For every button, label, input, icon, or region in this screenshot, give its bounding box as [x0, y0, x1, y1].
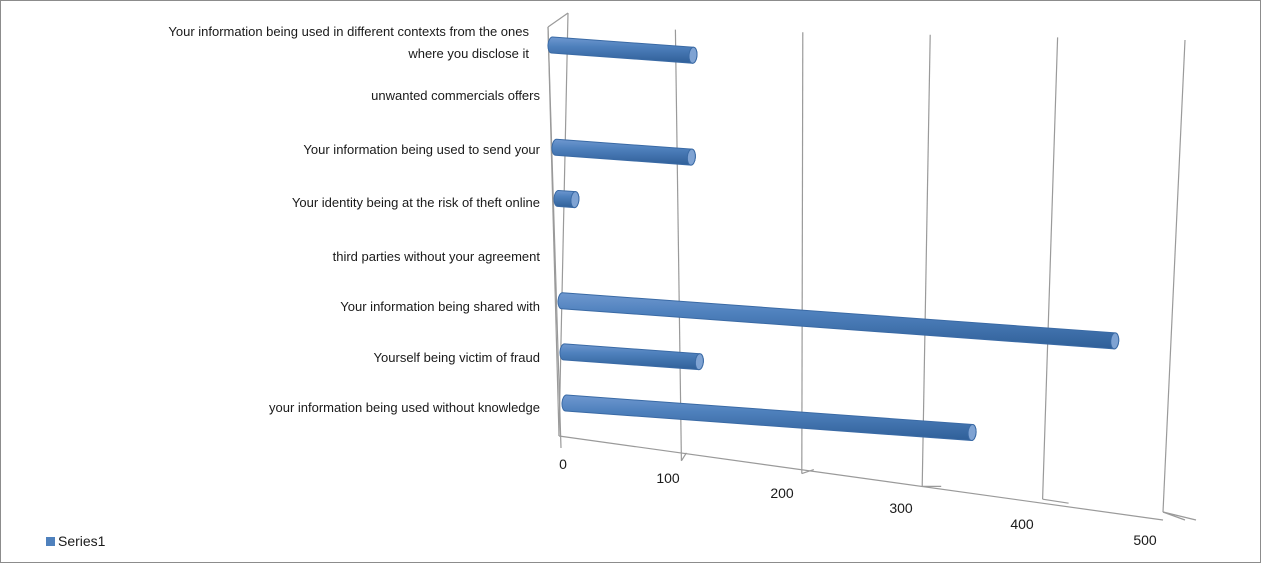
x-tick-label: 200 — [770, 485, 794, 501]
gridline — [674, 29, 682, 461]
floor-depth-line — [1162, 511, 1197, 521]
category-label: third parties without your agreement — [333, 249, 541, 264]
floor-depth-line — [801, 469, 814, 475]
x-tick-label: 500 — [1133, 532, 1157, 548]
x-tick-label: 400 — [1010, 516, 1034, 532]
x-tick-label: 100 — [656, 470, 680, 486]
bar — [561, 394, 977, 442]
bar-body — [551, 138, 696, 166]
legend: Series1 — [46, 533, 105, 549]
legend-label: Series1 — [58, 533, 106, 549]
category-label: Your information being shared with — [340, 299, 540, 314]
wall-top-corner — [547, 12, 569, 28]
bar-body — [547, 36, 698, 64]
category-labels: your information being used without know… — [168, 24, 540, 415]
category-label: Your identity being at the risk of theft… — [292, 195, 540, 210]
wall-left-edge — [547, 26, 560, 437]
x-tick-label: 0 — [559, 456, 567, 472]
bar-body — [561, 394, 977, 441]
bar-cap — [570, 191, 580, 209]
floor-depth-line — [1042, 498, 1069, 504]
category-label: Yourself being victim of fraud — [374, 350, 540, 365]
category-label: unwanted commercials offers — [371, 88, 540, 103]
bar — [547, 36, 698, 64]
category-label: your information being used without know… — [269, 400, 540, 415]
bar — [559, 343, 704, 371]
bar-body — [559, 343, 704, 371]
bar — [551, 138, 696, 166]
bar-cap — [686, 148, 696, 166]
bar-body — [557, 292, 1120, 350]
bar-cap — [688, 46, 698, 64]
grid-layer — [547, 12, 1197, 521]
bar — [553, 189, 580, 209]
gridline — [1042, 37, 1059, 500]
category-label: Your information being used to send your — [303, 142, 540, 157]
x-tick-labels: 0 100 200 300 400 500 — [559, 456, 1157, 548]
bar-cap — [1110, 332, 1120, 350]
wall-back-edge — [558, 12, 569, 437]
floor-right-corner — [1162, 511, 1186, 521]
floor-front-edge — [558, 435, 1164, 521]
bar-layer — [547, 36, 1120, 442]
category-label: Your information being used in different… — [168, 24, 529, 39]
gridline — [1162, 39, 1186, 513]
gridline — [921, 34, 931, 487]
x-tick-label: 300 — [889, 500, 913, 516]
gridline — [801, 32, 804, 474]
legend-swatch — [46, 536, 55, 546]
bar-cap — [694, 353, 704, 371]
bar-cap — [967, 424, 977, 442]
category-label: where you disclose it — [407, 46, 529, 61]
bar — [557, 292, 1120, 350]
